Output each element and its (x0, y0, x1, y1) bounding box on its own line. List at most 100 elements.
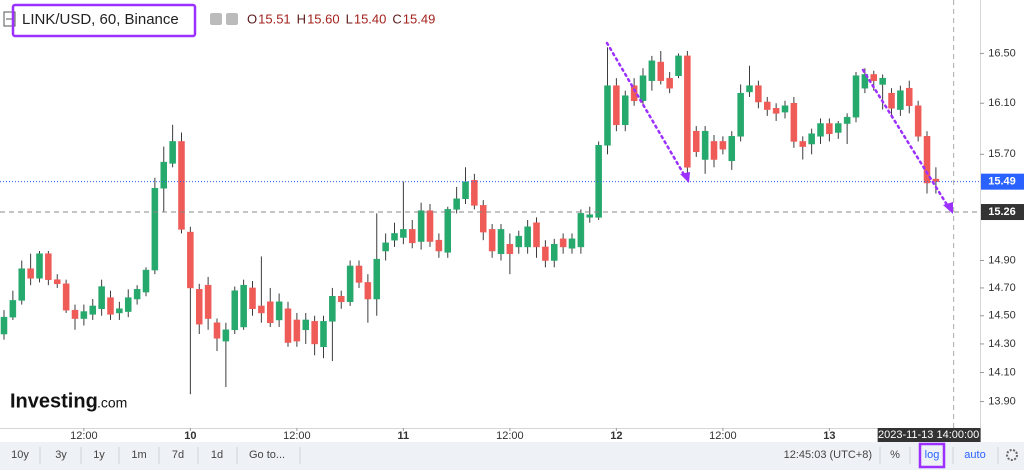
candle-body (843, 116, 851, 124)
candle-body (550, 243, 558, 261)
candle-body (675, 55, 682, 76)
y-tick-label: 16.50 (988, 47, 1016, 59)
candle-body (799, 141, 807, 147)
annotation-box (11, 3, 197, 38)
annotation-arrowhead (680, 172, 690, 183)
range-button[interactable]: 3y (55, 449, 67, 461)
candle-body (684, 55, 691, 168)
auto-button[interactable]: auto (964, 449, 985, 461)
x-tick-label: 12:00 (283, 430, 311, 442)
candle-body (923, 136, 931, 184)
candle-body (293, 319, 301, 342)
candle-body (657, 61, 665, 81)
candle-body (346, 265, 354, 303)
candle-body (808, 133, 815, 145)
candle-body (728, 136, 736, 162)
candle-body (266, 301, 274, 324)
candle-body (9, 300, 17, 318)
candle-body (586, 214, 594, 218)
current-price-label: 15.49 (988, 176, 1016, 188)
x-tick-label: 10 (184, 430, 196, 442)
chart-title: LINK/USD, 60, Binance (22, 11, 179, 28)
candle-body (151, 187, 159, 271)
candle-body (27, 268, 34, 279)
candle-body (116, 308, 123, 314)
ohlc-name: H (297, 11, 306, 26)
candle-body (36, 253, 43, 279)
candle-body (426, 210, 434, 242)
settings-icon[interactable] (226, 13, 238, 25)
candle-body (98, 286, 105, 310)
candle-body (479, 205, 487, 233)
candle-body (142, 269, 150, 293)
logo-suffix: .com (97, 395, 127, 411)
y-tick-label: 15.70 (988, 148, 1016, 160)
x-tick-label: 12 (610, 430, 622, 442)
candle-body (710, 141, 718, 160)
settings-gear[interactable] (1006, 449, 1018, 461)
y-tick-label: 14.10 (988, 366, 1016, 378)
candle-body (408, 229, 416, 244)
candle-body (382, 242, 389, 252)
candle-body (89, 305, 97, 315)
range-button[interactable]: 10y (11, 449, 29, 461)
candle-body (249, 287, 256, 310)
eye-icon[interactable] (210, 13, 222, 25)
candle-body (453, 198, 460, 210)
candle-body (817, 123, 824, 137)
candle-body (462, 181, 469, 200)
candle-body (18, 268, 26, 301)
candle-body (471, 180, 478, 206)
toolbar (0, 442, 1024, 470)
range-button[interactable]: 1d (211, 449, 223, 461)
toolbar-items: 10y 3y 1y 1m 7d 1d Go to... 12:45:03 (UTC+8)% lo… (11, 447, 1018, 464)
annotation-arrow (861, 68, 951, 210)
candle-body (879, 77, 886, 85)
y-tick-label: 14.70 (988, 282, 1016, 294)
candle-body (258, 305, 265, 314)
candle-body (666, 77, 673, 89)
candle-body (497, 229, 505, 254)
log-button[interactable]: log (925, 449, 940, 461)
range-button[interactable]: 7d (172, 449, 184, 461)
crosshair-time-box (877, 428, 981, 442)
range-button[interactable]: 1y (93, 449, 105, 461)
overlay (0, 0, 980, 428)
y-tick-label: 14.30 (988, 338, 1016, 350)
percent-button[interactable]: % (890, 449, 900, 461)
x-tick-label: 12:00 (709, 430, 737, 442)
candle-body (746, 85, 753, 93)
x-tick-label: 12:00 (70, 430, 98, 442)
candle-body (400, 229, 407, 238)
x-tick-label: 12:00 (496, 430, 524, 442)
ohlc-legend: O 15.51 H 15.60 L 15.40 C 15.49 (247, 11, 435, 26)
y-tick-label: 16.10 (988, 97, 1016, 109)
candle-body (178, 141, 185, 230)
range-button[interactable]: 1m (131, 449, 146, 461)
goto-button[interactable]: Go to... (249, 449, 285, 461)
candle-body (763, 101, 771, 110)
candle-body (772, 108, 780, 114)
candle-body (630, 85, 638, 101)
candle-body (790, 102, 798, 142)
candle-body (834, 123, 842, 133)
candle-body (488, 229, 496, 252)
candle-body (559, 238, 567, 248)
candles (0, 47, 940, 395)
annotation-arrow (605, 41, 688, 180)
crosshair-price-box (981, 204, 1024, 221)
collapse-icon[interactable] (3, 11, 16, 27)
candle-body (391, 233, 398, 241)
x-tick-label: 11 (398, 430, 410, 442)
crosshair-price-label: 15.26 (988, 206, 1016, 218)
candle-body (701, 130, 709, 160)
y-tick-label: 14.50 (988, 310, 1016, 322)
candle-body (160, 161, 168, 189)
candle-body (542, 246, 549, 261)
candle-body (826, 123, 833, 134)
candle-body (604, 85, 611, 146)
candle-body (870, 74, 878, 81)
candle-body (373, 258, 381, 300)
candle-body (621, 95, 629, 126)
